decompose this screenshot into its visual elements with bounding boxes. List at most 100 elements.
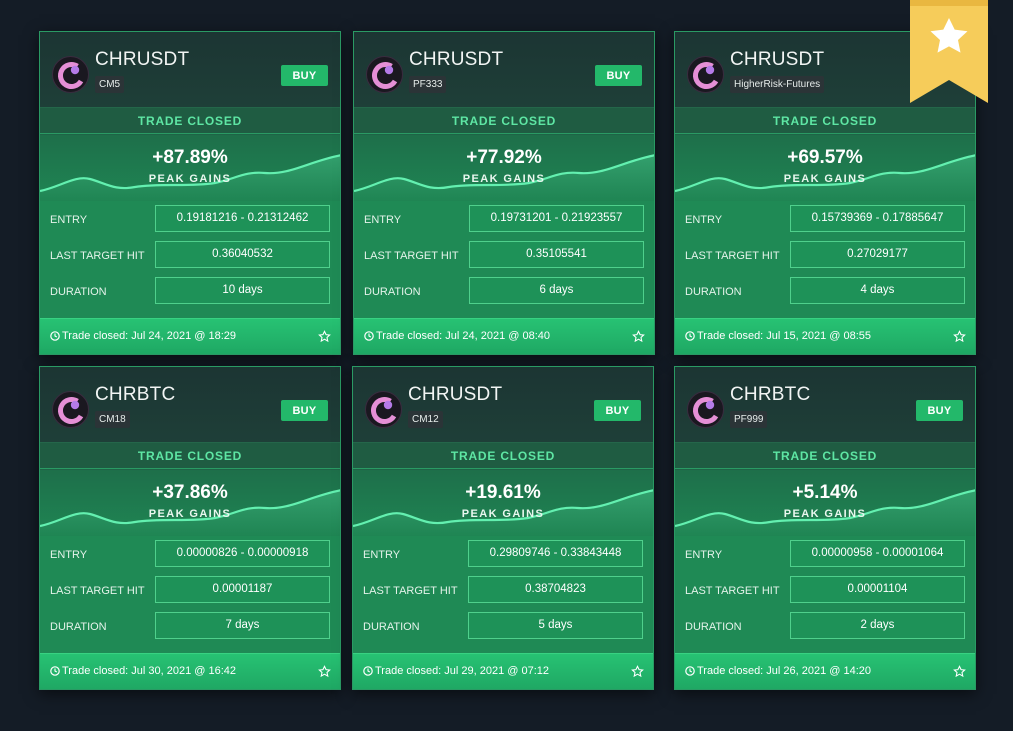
last-target-row: LAST TARGET HIT 0.27029177 (675, 241, 975, 271)
entry-label: ENTRY (50, 549, 88, 561)
entry-row: ENTRY 0.29809746 - 0.33843448 (353, 540, 653, 570)
trade-closed-time: Trade closed: Jul 15, 2021 @ 08:55 (697, 330, 872, 342)
entry-label: ENTRY (364, 214, 402, 226)
trade-closed-time: Trade closed: Jul 30, 2021 @ 16:42 (62, 665, 237, 677)
channel-tag: CM5 (95, 76, 125, 93)
channel-tag: CM18 (95, 411, 130, 428)
trade-status: TRADE CLOSED (40, 443, 340, 469)
trade-details: ENTRY 0.19731201 - 0.21923557 LAST TARGE… (354, 201, 654, 318)
channel-tag: PF333 (409, 76, 447, 93)
entry-label: ENTRY (50, 214, 88, 226)
peak-gain-panel: +37.86% PEAK GAINS (40, 470, 340, 536)
signal-card[interactable]: CHRBTC CM18 BUY TRADE CLOSED +37.86% PEA… (39, 366, 341, 690)
trade-closed-time: Trade closed: Jul 29, 2021 @ 07:12 (375, 665, 550, 677)
star-outline-icon[interactable] (631, 665, 644, 678)
sparkline-chart (353, 489, 653, 536)
trade-status: TRADE CLOSED (354, 108, 654, 134)
signal-card[interactable]: CHRUSDT CM12 BUY TRADE CLOSED +19.61% PE… (352, 366, 654, 690)
entry-label: ENTRY (363, 549, 401, 561)
buy-button[interactable]: BUY (594, 400, 641, 421)
trade-details: ENTRY 0.00000958 - 0.00001064 LAST TARGE… (675, 536, 975, 653)
entry-label: ENTRY (685, 549, 723, 561)
sparkline-chart (40, 489, 340, 536)
card-header: CHRUSDT CM12 BUY (353, 367, 653, 443)
duration-row: DURATION 6 days (354, 277, 654, 307)
buy-button[interactable]: BUY (281, 65, 328, 86)
card-footer: Trade closed: Jul 29, 2021 @ 07:12 (353, 653, 653, 689)
duration-row: DURATION 2 days (675, 612, 975, 642)
card-footer: Trade closed: Jul 24, 2021 @ 18:29 (40, 318, 340, 354)
last-target-label: LAST TARGET HIT (50, 585, 145, 597)
star-outline-icon[interactable] (632, 330, 645, 343)
channel-tag: CM12 (408, 411, 443, 428)
chromia-logo-icon (687, 391, 724, 428)
trade-status: TRADE CLOSED (353, 443, 653, 469)
last-target-row: LAST TARGET HIT 0.00001104 (675, 576, 975, 606)
peak-gain-panel: +87.89% PEAK GAINS (40, 135, 340, 201)
duration-label: DURATION (363, 621, 420, 633)
duration-label: DURATION (685, 621, 742, 633)
duration-row: DURATION 5 days (353, 612, 653, 642)
last-target-label: LAST TARGET HIT (50, 250, 145, 262)
duration-value: 2 days (790, 612, 965, 639)
trade-details: ENTRY 0.29809746 - 0.33843448 LAST TARGE… (353, 536, 653, 653)
card-header: CHRUSDT PF333 BUY (354, 32, 654, 108)
last-target-label: LAST TARGET HIT (685, 250, 780, 262)
duration-value: 5 days (468, 612, 643, 639)
star-outline-icon[interactable] (953, 665, 966, 678)
duration-label: DURATION (50, 286, 107, 298)
peak-gain-panel: +19.61% PEAK GAINS (353, 470, 653, 536)
card-header: CHRBTC CM18 BUY (40, 367, 340, 443)
clock-icon (50, 666, 60, 676)
signal-card[interactable]: CHRUSDT PF333 BUY TRADE CLOSED +77.92% P… (353, 31, 655, 355)
trading-pair: CHRUSDT (95, 49, 190, 70)
trade-status: TRADE CLOSED (40, 108, 340, 134)
duration-value: 4 days (790, 277, 965, 304)
card-footer: Trade closed: Jul 24, 2021 @ 08:40 (354, 318, 654, 354)
buy-button[interactable]: BUY (595, 65, 642, 86)
buy-button[interactable]: BUY (281, 400, 328, 421)
sparkline-chart (40, 154, 340, 201)
trading-pair: CHRUSDT (408, 384, 503, 405)
last-target-label: LAST TARGET HIT (363, 585, 458, 597)
clock-icon (685, 331, 695, 341)
card-footer: Trade closed: Jul 30, 2021 @ 16:42 (40, 653, 340, 689)
duration-label: DURATION (364, 286, 421, 298)
chromia-logo-icon (365, 391, 402, 428)
signal-card[interactable]: CHRUSDT CM5 BUY TRADE CLOSED +87.89% PEA… (39, 31, 341, 355)
last-target-value: 0.00001187 (155, 576, 330, 603)
entry-label: ENTRY (685, 214, 723, 226)
entry-value: 0.15739369 - 0.17885647 (790, 205, 965, 232)
entry-row: ENTRY 0.15739369 - 0.17885647 (675, 205, 975, 235)
last-target-label: LAST TARGET HIT (685, 585, 780, 597)
featured-star-ribbon-icon (910, 0, 988, 103)
star-outline-icon[interactable] (318, 330, 331, 343)
sparkline-chart (675, 154, 975, 201)
trade-closed-time: Trade closed: Jul 24, 2021 @ 18:29 (62, 330, 237, 342)
signal-card[interactable]: CHRBTC PF999 BUY TRADE CLOSED +5.14% PEA… (674, 366, 976, 690)
channel-tag: HigherRisk-Futures (730, 76, 825, 93)
clock-icon (363, 666, 373, 676)
peak-gain-label: PEAK GAINS (148, 508, 232, 520)
duration-row: DURATION 7 days (40, 612, 340, 642)
chromia-logo-icon (687, 56, 724, 93)
buy-button[interactable]: BUY (916, 400, 963, 421)
trading-pair: CHRUSDT (409, 49, 504, 70)
chromia-logo-icon (366, 56, 403, 93)
clock-icon (50, 331, 60, 341)
duration-value: 7 days (155, 612, 330, 639)
trade-details: ENTRY 0.00000826 - 0.00000918 LAST TARGE… (40, 536, 340, 653)
entry-row: ENTRY 0.00000958 - 0.00001064 (675, 540, 975, 570)
peak-gain-value: +69.57% (787, 147, 863, 168)
entry-row: ENTRY 0.00000826 - 0.00000918 (40, 540, 340, 570)
sparkline-chart (354, 154, 654, 201)
last-target-value: 0.00001104 (790, 576, 965, 603)
star-outline-icon[interactable] (953, 330, 966, 343)
last-target-value: 0.38704823 (468, 576, 643, 603)
trade-closed-time: Trade closed: Jul 24, 2021 @ 08:40 (376, 330, 551, 342)
entry-value: 0.19731201 - 0.21923557 (469, 205, 644, 232)
card-header: CHRBTC PF999 BUY (675, 367, 975, 443)
star-outline-icon[interactable] (318, 665, 331, 678)
peak-gain-value: +5.14% (792, 482, 858, 503)
card-footer: Trade closed: Jul 15, 2021 @ 08:55 (675, 318, 975, 354)
